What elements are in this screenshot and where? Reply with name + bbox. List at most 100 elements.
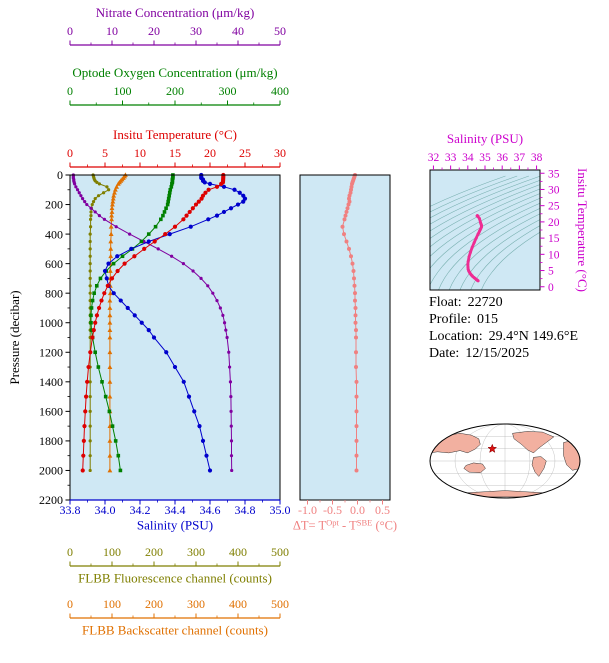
svg-text:38: 38 [531, 152, 543, 164]
svg-text:100: 100 [114, 84, 132, 98]
date-value: 12/15/2025 [465, 346, 530, 361]
svg-text:800: 800 [45, 286, 63, 300]
float-value: 22720 [467, 295, 503, 310]
svg-text:10: 10 [134, 146, 146, 160]
svg-text:33.8: 33.8 [60, 503, 81, 517]
svg-text:200: 200 [145, 597, 163, 611]
svg-text:5: 5 [102, 146, 108, 160]
location-label: Location: [429, 329, 483, 344]
world-map [429, 423, 581, 499]
svg-text:20: 20 [148, 24, 160, 38]
svg-text:Salinity (PSU): Salinity (PSU) [137, 518, 213, 533]
svg-text:0: 0 [67, 545, 73, 559]
svg-text:34: 34 [462, 152, 474, 164]
delta-t-chart: -1.0 -0.5 0.0 0.5ΔT= TOpt - TSBE (°C) [293, 173, 397, 533]
svg-text:FLBB Fluorescence channel (cou: FLBB Fluorescence channel (counts) [78, 571, 272, 586]
svg-text:34.8: 34.8 [235, 503, 256, 517]
svg-text:30: 30 [190, 24, 202, 38]
location-value: 29.4°N 149.6°E [488, 329, 579, 344]
svg-text:0: 0 [67, 146, 73, 160]
pressure-axis: 0 200 400 600 800 1000 1200 1400 1600 1800 2000 220… [7, 168, 70, 507]
svg-text:1800: 1800 [39, 434, 63, 448]
svg-text:500: 500 [271, 545, 289, 559]
svg-text:2200: 2200 [39, 493, 63, 507]
ts-diagram: 32 33 34 35 36 37 38 Salinity (PSU) 0 5 10 15 20 25 30… [428, 131, 590, 294]
svg-text:Optode Oxygen Concentration (μ: Optode Oxygen Concentration (μm/kg) [72, 65, 277, 80]
svg-text:0: 0 [67, 24, 73, 38]
svg-text:10: 10 [106, 24, 118, 38]
svg-text:33: 33 [445, 152, 457, 164]
profile-value: 015 [477, 312, 498, 327]
svg-text:400: 400 [45, 227, 63, 241]
svg-text:Insitu Temperature (°C): Insitu Temperature (°C) [113, 127, 237, 142]
svg-text:300: 300 [187, 545, 205, 559]
svg-text:35.0: 35.0 [270, 503, 291, 517]
svg-text:1400: 1400 [39, 375, 63, 389]
svg-text:36: 36 [496, 152, 508, 164]
svg-text:30: 30 [274, 146, 286, 160]
float-info-line: Float: 22720 [429, 295, 578, 312]
profile-label: Profile: [429, 312, 471, 327]
svg-text:0.5: 0.5 [375, 503, 390, 517]
svg-text:0: 0 [67, 84, 73, 98]
svg-text:15: 15 [548, 233, 560, 245]
svg-text:5: 5 [548, 266, 554, 278]
svg-text:1200: 1200 [39, 345, 63, 359]
float-info-line: Date: 12/15/2025 [429, 346, 578, 363]
ts-curve [466, 214, 484, 283]
svg-text:1000: 1000 [39, 316, 63, 330]
float-info-line: Profile: 015 [429, 312, 578, 329]
svg-text:20: 20 [204, 146, 216, 160]
svg-text:400: 400 [271, 84, 289, 98]
temperature-axis: 0 5 10 15 20 25 30 Insitu Temperature (°C) [67, 127, 286, 168]
svg-text:35: 35 [479, 152, 491, 164]
svg-text:100: 100 [103, 597, 121, 611]
fluorescence-axis: 0 100 200 300 400 500 FLBB Fluorescence channe… [67, 545, 289, 586]
svg-text:300: 300 [187, 597, 205, 611]
svg-text:40: 40 [232, 24, 244, 38]
svg-text:0: 0 [57, 168, 63, 182]
svg-text:0: 0 [67, 597, 73, 611]
svg-text:35: 35 [548, 168, 560, 180]
salinity-axis: 33.8 34.0 34.2 34.4 34.6 34.8 35.0 Salinity (PS… [60, 499, 291, 533]
nitrate-axis: 0 10 20 30 40 50 Nitrate Concentration (μm/kg) [67, 5, 286, 46]
svg-text:30: 30 [548, 184, 560, 196]
svg-text:34.4: 34.4 [165, 503, 186, 517]
svg-text:500: 500 [271, 597, 289, 611]
svg-text:200: 200 [166, 84, 184, 98]
main-profile-chart: 0200400600800100012001400160018002000220… [7, 5, 291, 638]
svg-text:200: 200 [45, 198, 63, 212]
svg-text:0.0: 0.0 [350, 503, 365, 517]
svg-text:25: 25 [239, 146, 251, 160]
temperature-series [80, 172, 226, 473]
svg-text:50: 50 [274, 24, 286, 38]
svg-text:400: 400 [229, 545, 247, 559]
float-info: Float: 22720 Profile: 015 Location: 29.4°N … [429, 295, 578, 363]
svg-text:100: 100 [103, 545, 121, 559]
svg-text:FLBB Backscatter channel (coun: FLBB Backscatter channel (counts) [82, 623, 268, 638]
svg-text:-1.0: -1.0 [298, 503, 317, 517]
svg-text:Insitu Temperature (°C): Insitu Temperature (°C) [575, 168, 590, 292]
backscatter-series [107, 172, 128, 473]
svg-text:400: 400 [229, 597, 247, 611]
svg-text:600: 600 [45, 257, 63, 271]
svg-text:34.6: 34.6 [200, 503, 221, 517]
isopycnal-contours [430, 175, 540, 290]
svg-text:10: 10 [548, 249, 560, 261]
svg-text:Pressure (decibar): Pressure (decibar) [7, 290, 22, 384]
svg-text:300: 300 [219, 84, 237, 98]
float-info-line: Location: 29.4°N 149.6°E [429, 329, 578, 346]
svg-text:32: 32 [428, 152, 440, 164]
svg-text:34.0: 34.0 [95, 503, 116, 517]
nitrate-series [71, 173, 234, 473]
svg-text:Salinity (PSU): Salinity (PSU) [447, 131, 523, 146]
svg-text:2000: 2000 [39, 464, 63, 478]
svg-text:34.2: 34.2 [130, 503, 151, 517]
svg-text:37: 37 [514, 152, 526, 164]
svg-text:1600: 1600 [39, 405, 63, 419]
svg-text:0: 0 [548, 282, 554, 294]
delta-t-axis-title: ΔT= TOpt - TSBE (°C) [293, 518, 397, 533]
